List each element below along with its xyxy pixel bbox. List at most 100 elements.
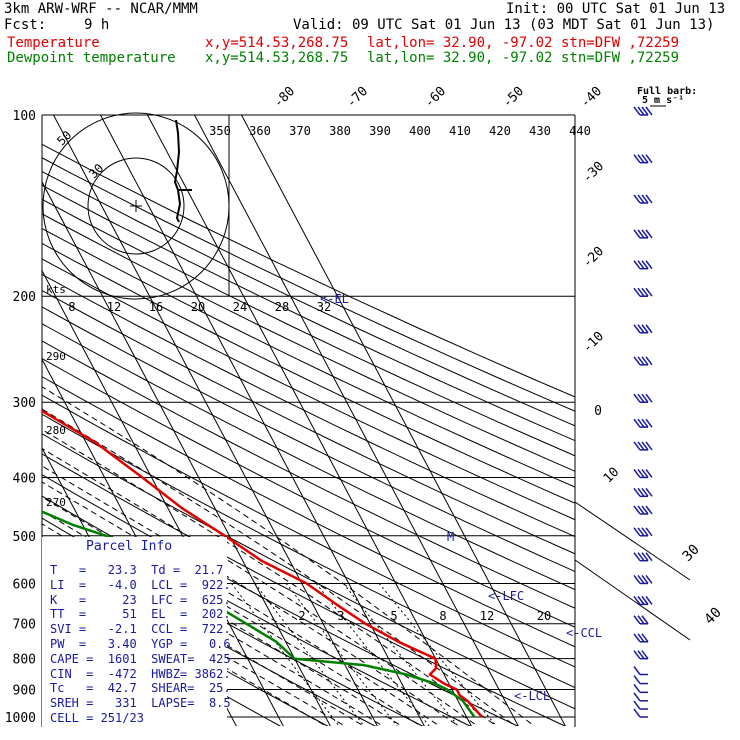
wind-barb — [633, 324, 653, 334]
mixing-ratio-label: 8 — [439, 609, 446, 623]
isotherm-line — [42, 180, 331, 726]
wind-speed-label-40: 40 — [702, 605, 725, 628]
parcel-info-panel — [42, 537, 227, 727]
pressure-label: 800 — [13, 653, 36, 668]
wind-barb — [633, 505, 653, 515]
el-marker: <-EL — [320, 292, 349, 306]
wind-barb — [633, 574, 653, 585]
dewpoint-station: stn=DFW ,72259 — [561, 50, 680, 66]
isotherm-line — [0, 115, 3, 730]
parcel-info-row: CAPE = 1601 SWEAT= 425 — [50, 651, 231, 666]
parcel-info-row: PW = 3.40 YGP = 0.6 — [50, 637, 231, 651]
wind-barb — [633, 487, 653, 498]
isotherm-label: -50 — [500, 84, 527, 111]
hodograph-speed-tick: 16 — [149, 300, 163, 314]
dry-adiabat-line — [42, 242, 575, 504]
hodograph-speed-tick: 12 — [107, 300, 121, 314]
mixing-ratio-label: 5 — [390, 609, 397, 623]
parcel-info-row: SVI = -2.1 CCL = 722. — [50, 622, 231, 637]
barb-legend-line1: Full barb: — [637, 86, 697, 97]
dry-adiabat-line — [42, 413, 575, 689]
dry-adiabat-label: 370 — [289, 124, 311, 138]
valid-time: Valid: 09 UTC Sat 01 Jun 13 (03 MDT Sat … — [293, 17, 715, 33]
dry-adiabat-label: 440 — [569, 124, 591, 138]
isotherm-line — [147, 115, 472, 726]
wind-barb — [633, 683, 648, 694]
pressure-label: 400 — [13, 471, 36, 486]
wind-barb — [633, 692, 648, 702]
model-title: 3km ARW-WRF -- NCAR/MMM — [4, 1, 198, 17]
wind-barb — [633, 418, 653, 428]
wind-barb — [633, 194, 653, 204]
isotherm-label: -20 — [580, 244, 607, 271]
mixing-ratio-label: 12 — [480, 609, 494, 623]
lfc-marker: <-LFC — [488, 589, 524, 603]
dry-adiabat-line — [42, 394, 575, 668]
wind-panel-slope-line-2 — [574, 559, 691, 641]
dry-adiabat-label: 390 — [369, 124, 391, 138]
dry-adiabat-line — [42, 258, 575, 521]
dry-adiabat-line — [42, 157, 575, 412]
isotherm-label: -40 — [578, 84, 605, 111]
wind-barb — [633, 527, 653, 537]
mixing-ratio-line — [254, 583, 365, 726]
dry-adiabat-label: 360 — [249, 124, 271, 138]
pressure-label: 900 — [13, 683, 36, 698]
wind-barb — [633, 356, 653, 366]
mixing-ratio-label: 20 — [537, 609, 551, 623]
dry-adiabat-label: 420 — [489, 124, 511, 138]
wind-barb — [633, 633, 649, 643]
hodograph: 50 30 kts — [42, 112, 230, 300]
isotherm-label: -80 — [271, 84, 298, 111]
hodograph-ring-inner — [87, 157, 185, 255]
moist-adiabat-label: 290 — [46, 350, 66, 363]
forecast-label: Fcst: — [4, 17, 47, 33]
parcel-info-row: LI = -4.0 LCL = 922. — [50, 577, 231, 592]
isotherm-line — [194, 115, 519, 726]
dry-adiabat-line — [42, 170, 575, 427]
wind-barb — [633, 441, 653, 451]
parcel-info-title: Parcel Info — [86, 539, 173, 554]
isotherm-line — [241, 115, 566, 726]
wind-barb — [633, 615, 649, 625]
hodograph-speed-tick: 20 — [191, 300, 205, 314]
mixing-ratio-label: 2 — [298, 609, 305, 623]
pressure-label: 200 — [13, 290, 36, 305]
isotherm-line — [53, 115, 378, 726]
wind-barbs — [633, 106, 653, 718]
pressure-label: 700 — [13, 618, 36, 633]
barb-legend: Full barb: 5 m s⁻¹ — [637, 86, 697, 107]
dry-adiabat-label: 410 — [449, 124, 471, 138]
dry-adiabat-line — [42, 306, 575, 573]
wind-speed-label-30: 30 — [680, 542, 703, 565]
dry-adiabat-label: 430 — [529, 124, 551, 138]
hodograph-speed-tick: 8 — [68, 300, 75, 314]
wind-barb — [633, 675, 648, 685]
ccl-marker: <-CCL — [566, 626, 602, 640]
wind-barb — [633, 595, 653, 606]
wind-barb — [633, 287, 653, 297]
wind-panel-slope-line — [574, 501, 691, 581]
hodograph-speed-ticks: 8 12 16 20 24 28 32 — [68, 300, 331, 314]
hodograph-speed-tick: 28 — [275, 300, 289, 314]
parcel-info-row: K = 23 LFC = 625. — [50, 592, 231, 607]
hodograph-kts-label: kts — [46, 283, 66, 296]
wind-barb — [633, 106, 653, 116]
mixing-ratio-line — [315, 583, 430, 726]
dry-adiabat-line — [42, 273, 575, 538]
dry-adiabat-line — [42, 198, 575, 457]
dry-adiabat-line — [42, 143, 575, 398]
wind-barb — [633, 468, 653, 479]
dry-adiabat-label: 380 — [329, 124, 351, 138]
isotherm-label: -70 — [344, 84, 371, 111]
mixing-ratio-line — [285, 583, 398, 726]
wind-barb — [633, 393, 653, 403]
hodograph-speed-tick: 32 — [317, 300, 331, 314]
wind-barb — [633, 154, 653, 164]
pressure-label: 300 — [13, 396, 36, 411]
dewpoint-xy: x,y=514.53,268.75 — [205, 50, 349, 66]
pressure-label: 500 — [13, 530, 36, 545]
parcel-info-row: CIN = -472 HWBZ= 3862. — [50, 666, 231, 681]
wind-barb — [633, 666, 648, 676]
